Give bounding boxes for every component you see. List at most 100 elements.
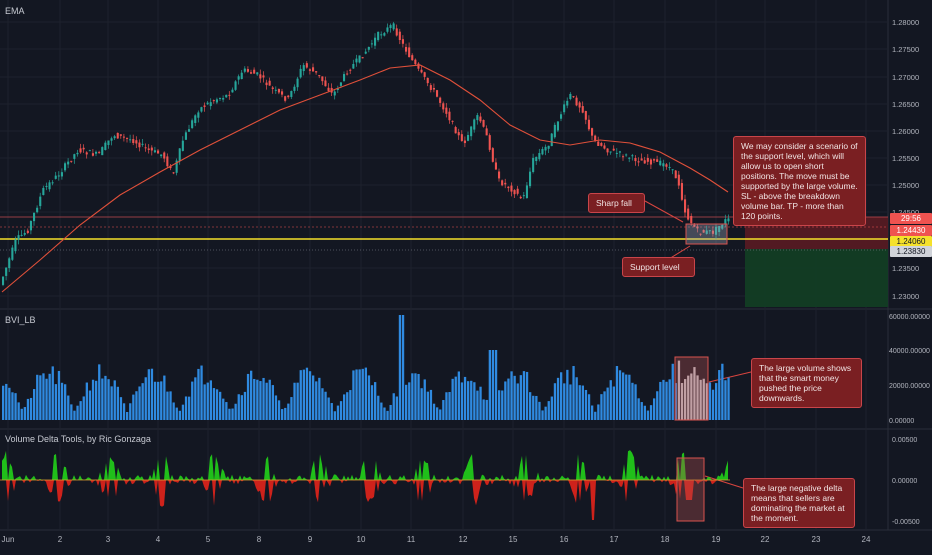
candle-body [88, 150, 91, 152]
volume-bar [262, 377, 265, 420]
volume-bar [476, 390, 479, 420]
volume-bar [200, 365, 203, 420]
volume-bar [287, 403, 290, 420]
candle-body [566, 100, 569, 106]
volume-bar [535, 395, 538, 420]
volume-bar [380, 402, 383, 420]
candle-body [367, 46, 370, 50]
volume-bar [708, 382, 712, 420]
candle-body [463, 140, 466, 144]
take-profit-zone [745, 249, 888, 307]
candle-body [727, 218, 730, 222]
time-tick-label: 15 [509, 535, 518, 544]
time-tick-label: 16 [560, 535, 569, 544]
candle-body [724, 219, 727, 224]
volume-bar [305, 367, 309, 420]
candle-body [20, 234, 23, 236]
candle-body [494, 162, 497, 170]
candle-body [569, 93, 572, 100]
candle-body [197, 112, 200, 118]
volume-bar [17, 402, 20, 420]
volume-bar [532, 395, 535, 420]
candle-body [355, 58, 358, 63]
volume-bar [609, 380, 612, 420]
candle-body [67, 161, 70, 165]
candle-body [324, 80, 327, 87]
volume-bar [194, 377, 197, 420]
volume-bar [684, 379, 687, 420]
volume-bar [51, 366, 54, 420]
delta-negative-area [2, 480, 728, 520]
candle-body [389, 25, 392, 28]
volume-bar [160, 381, 163, 420]
candle-body [674, 170, 677, 179]
candle-body [454, 127, 457, 134]
volume-bar [98, 364, 101, 420]
volume-bar [349, 390, 352, 420]
volume-bar [237, 394, 240, 420]
candle-body [64, 163, 67, 171]
candle-body [693, 224, 696, 227]
volume-bar [519, 375, 522, 420]
candle-body [308, 69, 311, 71]
candle-body [315, 71, 318, 73]
volume-bar [665, 381, 668, 420]
volume-bar [429, 389, 433, 420]
candle-body [23, 232, 26, 235]
volume-bar [302, 369, 305, 420]
volume-bar [541, 410, 544, 420]
volume-bar [343, 394, 346, 420]
candle-body [5, 267, 8, 276]
time-tick-label: 22 [761, 535, 770, 544]
candle-body [668, 166, 671, 168]
price-pane-label: EMA [5, 6, 25, 16]
candle-body [665, 164, 668, 167]
volume-bar [485, 399, 488, 420]
volume-bar [479, 386, 482, 420]
candle-body [510, 185, 513, 192]
candle-body [591, 128, 594, 136]
candle-body [581, 106, 584, 113]
candle-body [33, 212, 36, 222]
candle-body [287, 95, 290, 98]
candle-body [150, 147, 153, 151]
candle-body [349, 69, 352, 71]
volume-bar [26, 398, 30, 420]
volume-bar [392, 393, 395, 420]
volume-bar [243, 391, 247, 420]
candle-body [234, 81, 237, 90]
time-tick-label: 24 [862, 535, 871, 544]
volume-bar [60, 382, 64, 420]
volume-bar [23, 407, 26, 420]
candle-body [504, 182, 507, 185]
candle-body [203, 105, 206, 107]
candle-body [622, 156, 625, 158]
volume-bar [516, 383, 519, 420]
candle-body [671, 169, 674, 171]
breakdown-highlight [685, 223, 728, 245]
volume-bar [113, 380, 116, 420]
volume-bar [711, 389, 715, 420]
volume-bar [594, 411, 597, 420]
volume-bar [724, 380, 727, 420]
time-tick-label: 4 [156, 535, 161, 544]
candle-body [138, 142, 141, 148]
candle-body [436, 90, 439, 97]
candle-body [321, 76, 324, 82]
candle-body [343, 74, 346, 81]
volume-bar [671, 363, 674, 420]
volume-bar [550, 396, 553, 420]
candle-body [219, 98, 222, 100]
candle-body [54, 175, 57, 179]
volume-bar [73, 410, 76, 420]
scenario-note: We may consider a scenario of the suppor… [733, 136, 866, 226]
candle-body [408, 47, 411, 58]
volume-bar [649, 405, 653, 420]
volume-bar [85, 382, 88, 420]
volume-bar [417, 373, 420, 420]
candle-body [188, 129, 191, 132]
candle-body [91, 153, 94, 156]
volume-bar [318, 377, 321, 420]
